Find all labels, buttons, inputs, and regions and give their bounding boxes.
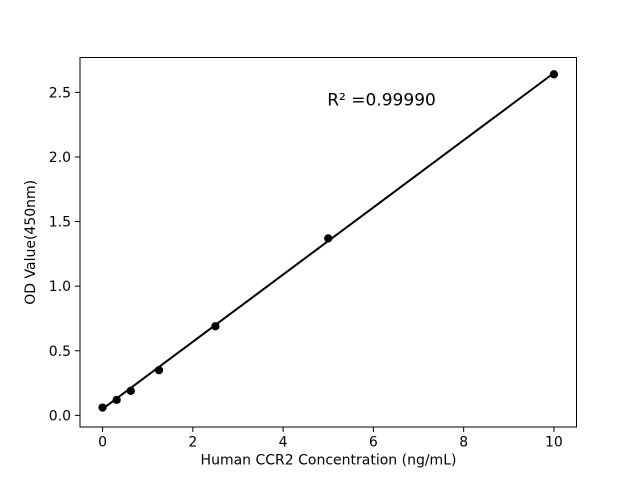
data-point xyxy=(154,366,164,375)
y-tick-label: 1.0 xyxy=(49,279,71,295)
data-point xyxy=(211,322,220,331)
y-tick-label: 0.0 xyxy=(49,408,71,424)
x-axis-label: Human CCR2 Concentration (ng/mL) xyxy=(201,453,457,469)
x-tick-label: 0 xyxy=(98,435,107,451)
axes-frame xyxy=(79,57,577,428)
y-tick-label: 1.5 xyxy=(49,215,71,231)
x-tick-label: 2 xyxy=(188,435,197,451)
y-axis-label: OD Value(450nm) xyxy=(23,180,39,305)
data-point xyxy=(112,395,121,405)
y-tick-label: 0.5 xyxy=(49,344,71,360)
y-tick-label: 2.5 xyxy=(49,85,71,101)
r-squared-annotation: R² =0.99990 xyxy=(327,90,436,110)
x-tick-label: 8 xyxy=(459,435,468,451)
data-point xyxy=(324,234,333,243)
generated-plot-elements: 0 2 4 6 8 10 0.0 0.5 1.0 1.5 2.0 2.5 xyxy=(49,57,577,451)
data-point xyxy=(549,70,559,79)
data-point xyxy=(98,403,107,412)
y-tick-label: 2.0 xyxy=(49,150,71,166)
x-tick-label: 10 xyxy=(545,435,563,451)
x-tick-label: 6 xyxy=(369,435,378,451)
data-point xyxy=(126,386,135,395)
x-tick-label: 4 xyxy=(279,435,288,451)
